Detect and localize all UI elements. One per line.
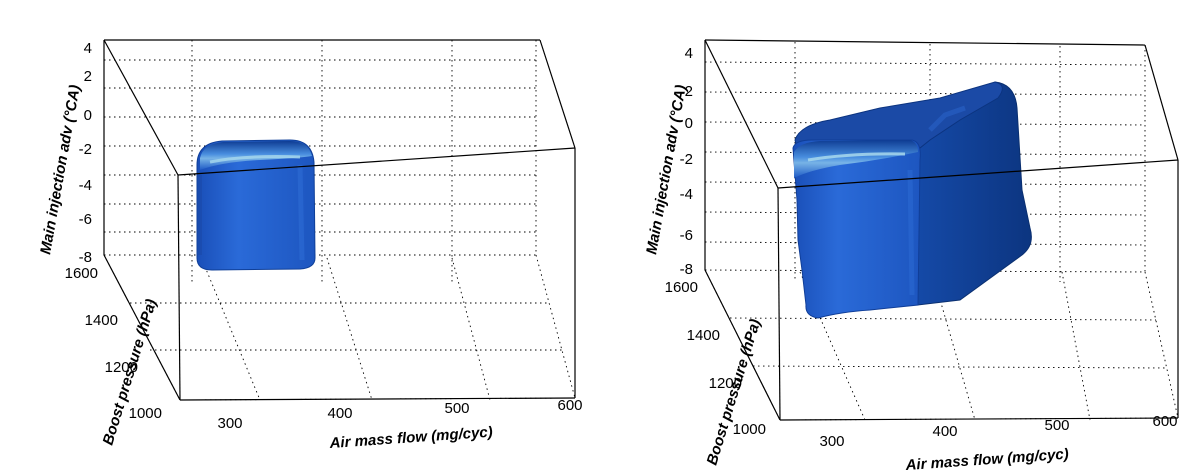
isosurface-right	[792, 81, 1032, 319]
y-tick-label: 1400	[85, 312, 118, 329]
axes-box	[704, 39, 1179, 421]
back-grid	[103, 40, 576, 401]
z-tick-label: -2	[680, 151, 693, 168]
x-axis-ticks: 300 400 500 600	[819, 413, 1177, 450]
z-tick-label: -8	[680, 261, 693, 278]
x-axis-label: Air mass flow (mg/cyc)	[328, 424, 493, 452]
z-tick-label: -4	[79, 177, 92, 194]
y-tick-label: 1400	[687, 327, 720, 344]
x-axis-label: Air mass flow (mg/cyc)	[904, 446, 1069, 474]
chart-panel-right: 4 2 0 -2 -4 -6 -8 1600 1400 1200 1000 30…	[643, 39, 1179, 474]
z-tick-label: 2	[685, 83, 693, 100]
x-tick-label: 300	[217, 415, 242, 432]
z-axis-label: Main injection adv (°CA)	[37, 84, 84, 256]
x-tick-label: 600	[557, 397, 582, 414]
x-tick-label: 300	[819, 433, 844, 450]
z-axis-ticks: 4 2 0 -2 -4 -6 -8	[680, 45, 693, 278]
z-tick-label: 4	[685, 45, 693, 62]
z-tick-label: -8	[79, 249, 92, 266]
x-tick-label: 400	[327, 405, 352, 422]
y-tick-label: 1600	[65, 265, 98, 282]
x-tick-label: 600	[1152, 413, 1177, 430]
x-tick-label: 500	[1044, 417, 1069, 434]
y-axis-ticks: 1600 1400 1200 1000	[65, 265, 162, 422]
y-tick-label: 1000	[733, 421, 766, 438]
z-tick-label: 2	[84, 68, 92, 85]
z-tick-label: -6	[79, 211, 92, 228]
x-tick-label: 500	[444, 400, 469, 417]
z-tick-label: 4	[84, 40, 92, 57]
z-tick-label: -2	[79, 141, 92, 158]
x-axis-ticks: 300 400 500 600	[217, 397, 582, 432]
isosurface-left	[196, 139, 316, 271]
y-tick-label: 1200	[105, 359, 138, 376]
y-tick-label: 1600	[665, 279, 698, 296]
z-axis-ticks: 4 2 0 -2 -4 -6 -8	[79, 40, 92, 266]
y-axis-ticks: 1600 1400 1200 1000	[665, 279, 766, 438]
z-tick-label: 0	[84, 107, 92, 124]
axes-box	[103, 39, 576, 401]
z-tick-label: -6	[680, 227, 693, 244]
y-tick-label: 1000	[129, 405, 162, 422]
y-tick-label: 1200	[709, 375, 742, 392]
z-tick-label: -4	[680, 186, 693, 203]
z-tick-label: 0	[685, 115, 693, 132]
chart-panel-left: 4 2 0 -2 -4 -6 -8 1600 1400 1200 1000 30…	[37, 39, 583, 452]
x-tick-label: 400	[932, 423, 957, 440]
